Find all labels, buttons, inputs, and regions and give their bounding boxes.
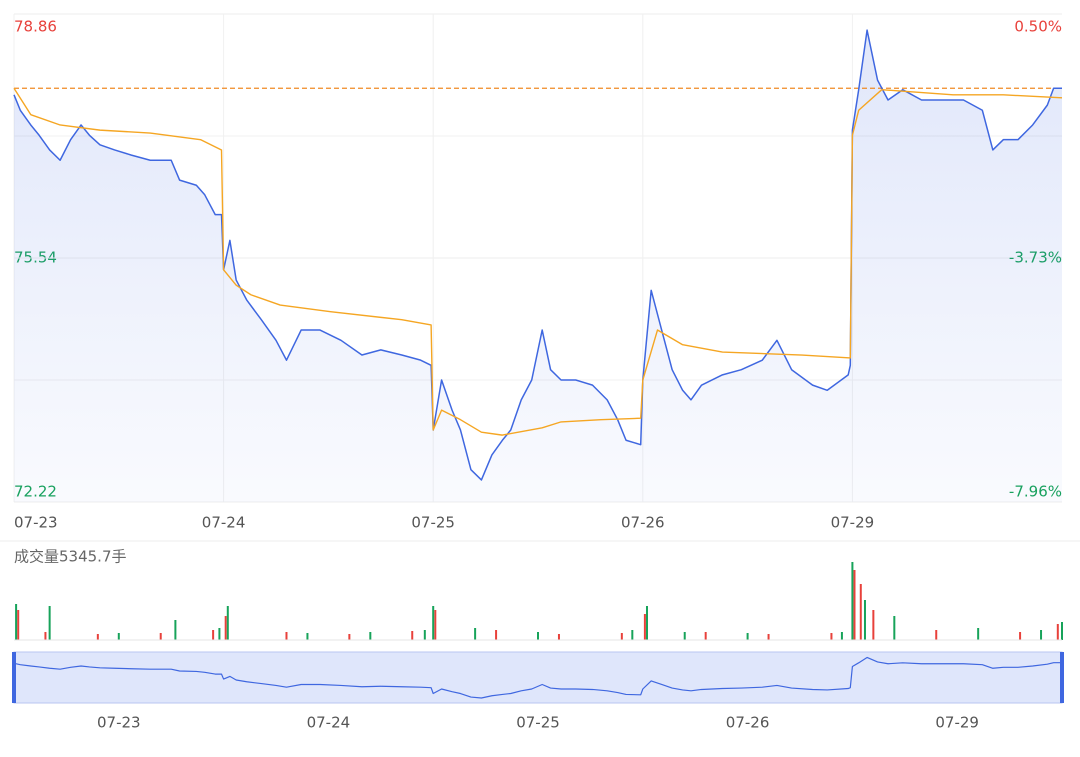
volume-bar	[96, 634, 99, 640]
navigator-label: 07-25	[516, 714, 560, 732]
navigator-label: 07-29	[935, 714, 979, 732]
volume-bar	[117, 633, 120, 640]
volume-bar	[840, 632, 843, 640]
navigator-handle	[12, 652, 16, 703]
volume-bar	[746, 633, 749, 640]
volume-bar	[369, 632, 372, 640]
volume-bar	[48, 606, 51, 640]
navigator[interactable]	[13, 651, 1063, 704]
navigator-label: 07-24	[307, 714, 351, 732]
volume-bar	[434, 610, 437, 640]
volume-bar	[557, 634, 560, 640]
y-tick-label: 78.86	[14, 18, 57, 36]
x-tick-label: 07-25	[411, 514, 455, 532]
navigator-line	[13, 656, 1062, 699]
volume-bar	[704, 632, 707, 640]
volume-bar	[537, 632, 539, 640]
volume-bar	[767, 634, 770, 640]
volume-bar	[893, 616, 896, 640]
volume-bar	[44, 632, 47, 640]
volume-bar	[853, 570, 856, 640]
volume-bar	[1019, 632, 1022, 640]
volume-bar	[1061, 622, 1063, 640]
volume-bar	[218, 628, 221, 640]
volume-bar	[474, 628, 477, 640]
volume-bar	[859, 584, 862, 640]
volume-label: 成交量5345.7手	[14, 548, 127, 566]
volume-bar	[863, 600, 866, 640]
volume-bar	[631, 630, 634, 640]
navigator-label: 07-23	[97, 714, 141, 732]
volume-bar	[432, 606, 435, 640]
volume-bar	[830, 633, 833, 640]
average-line	[13, 87, 1063, 436]
x-tick-label: 07-24	[202, 514, 246, 532]
navigator-handle	[1060, 652, 1064, 703]
volume-bar	[212, 630, 215, 640]
price-line	[13, 29, 1062, 481]
x-tick-label: 07-23	[14, 514, 58, 532]
volume-bar	[15, 604, 18, 640]
volume-bar	[643, 614, 646, 640]
volume-bar	[1056, 624, 1059, 640]
volume-bar	[348, 634, 351, 640]
price-area	[14, 30, 1062, 503]
volume-bar	[226, 606, 229, 640]
volume-bar	[17, 610, 20, 640]
volume-bar	[683, 632, 686, 640]
volume-bar	[977, 628, 980, 640]
volume-bar	[224, 616, 227, 640]
volume-bar	[935, 630, 938, 640]
volume-bar	[1040, 630, 1043, 640]
volume-bar	[495, 630, 498, 640]
volume-bar	[306, 633, 309, 640]
y2-tick-label: 0.50%	[1014, 18, 1062, 36]
volume-bar	[174, 620, 177, 640]
volume-bar	[872, 610, 875, 640]
navigator-label: 07-26	[726, 714, 770, 732]
volume-bar	[285, 632, 288, 640]
volume-bar	[851, 562, 854, 640]
volume-bar	[645, 606, 648, 640]
volume-bar	[423, 630, 426, 640]
x-tick-label: 07-26	[621, 514, 665, 532]
volume-bar	[159, 633, 162, 640]
volume-bar	[411, 631, 414, 640]
volume-bar	[620, 633, 623, 640]
x-tick-label: 07-29	[831, 514, 875, 532]
